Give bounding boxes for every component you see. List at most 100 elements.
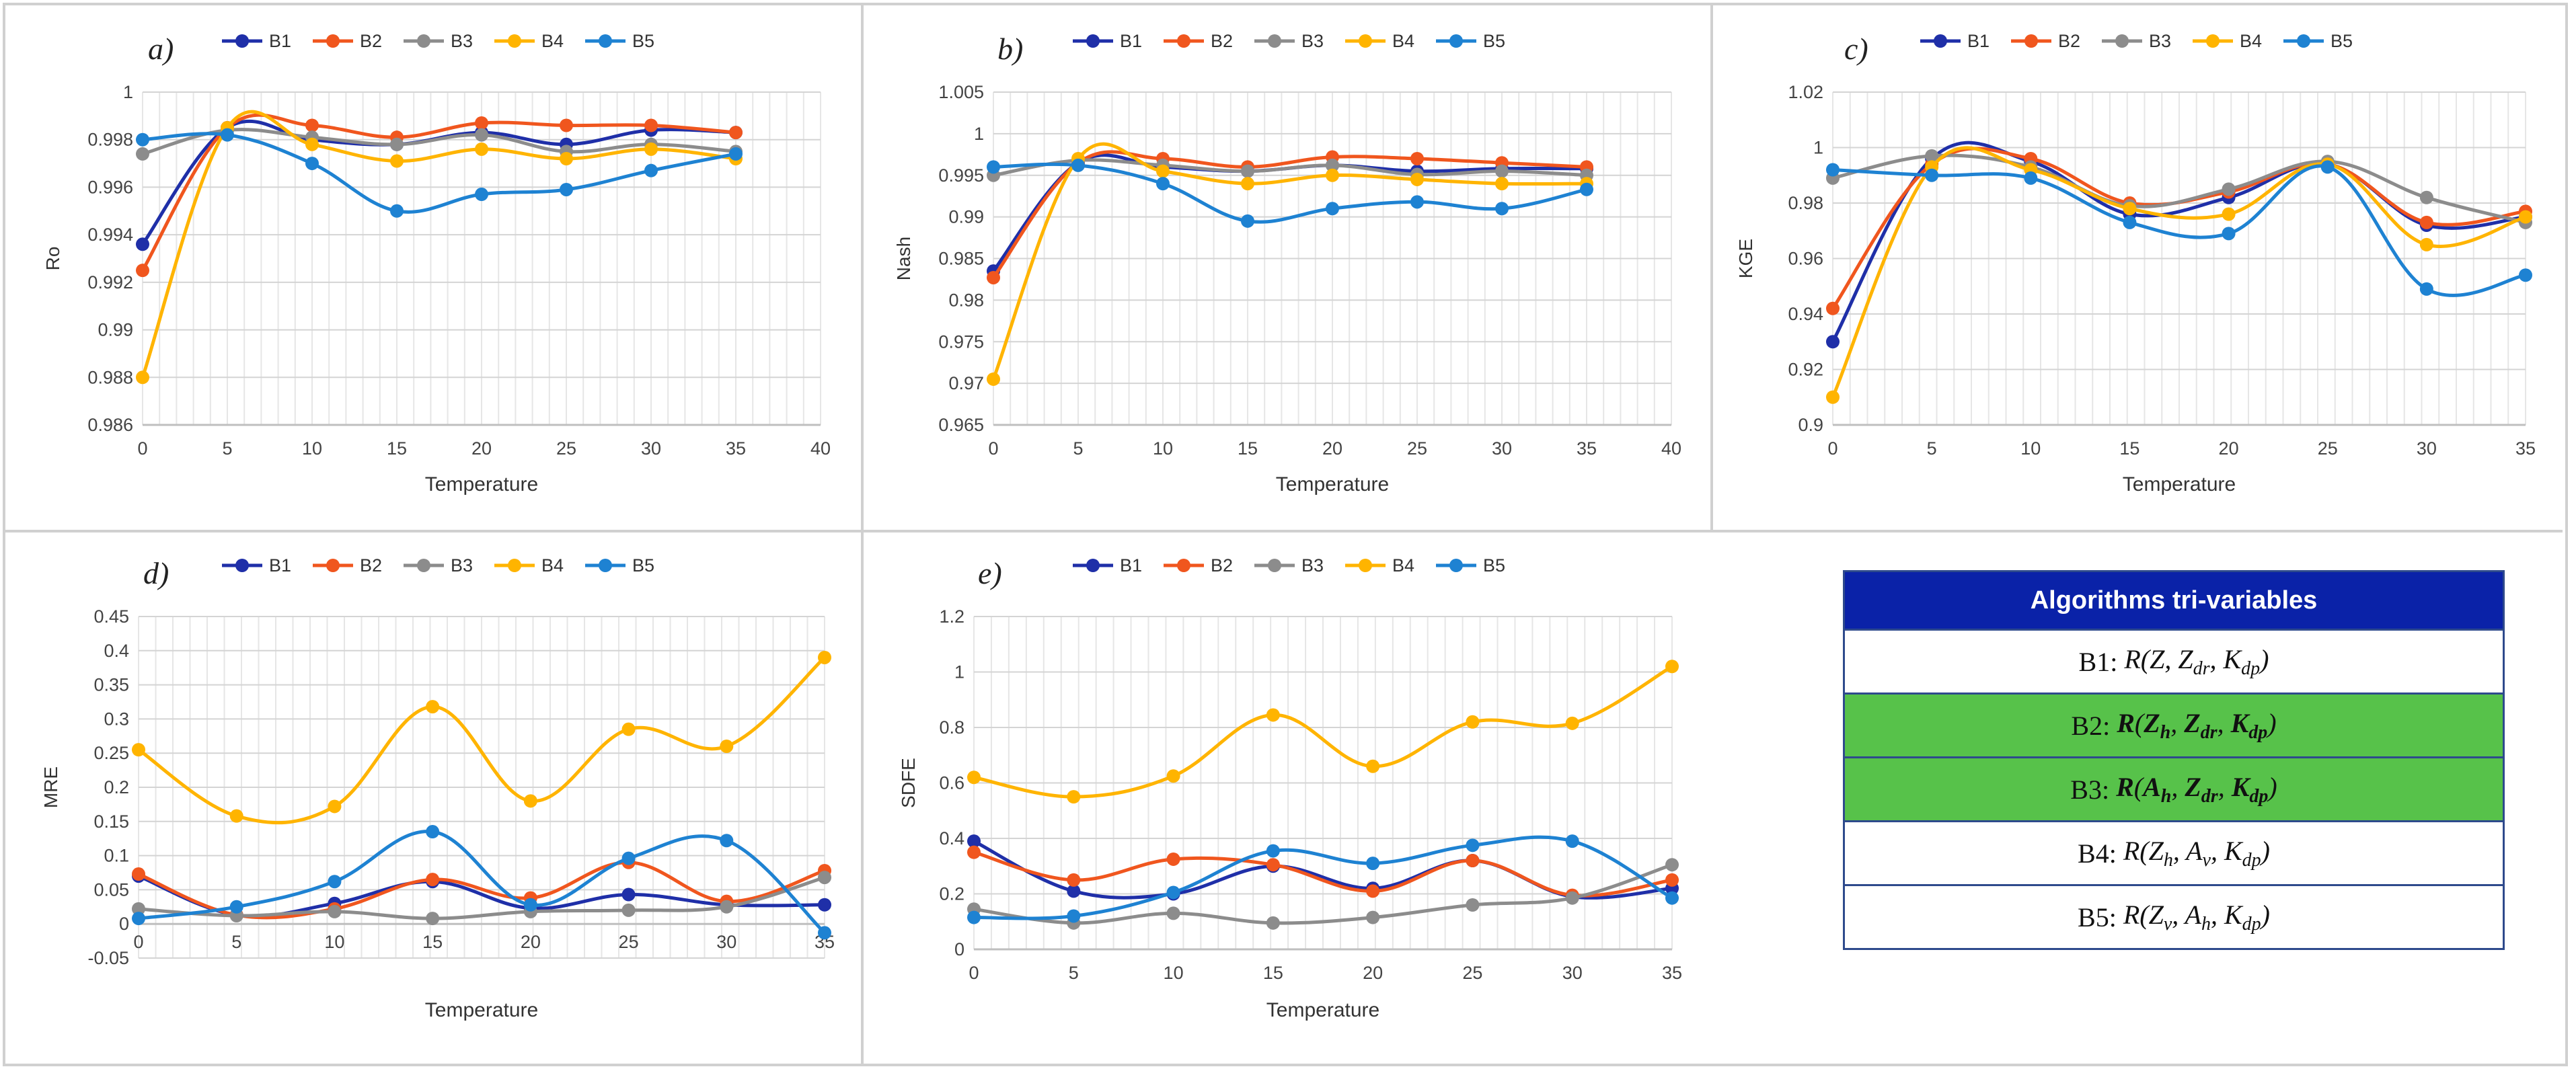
y-tick-label: 0.986 xyxy=(87,415,133,435)
legend-swatch-marker-b2 xyxy=(326,559,340,572)
data-point-b3 xyxy=(1266,916,1280,930)
series-line-b4 xyxy=(1831,146,2526,398)
y-tick-label: 1 xyxy=(1813,138,1823,158)
data-point-b2 xyxy=(2419,215,2433,229)
series-line-b4 xyxy=(137,656,826,825)
data-point-b4 xyxy=(390,154,404,168)
legend-swatch-marker-b2 xyxy=(326,34,340,48)
legend-label-b4: B4 xyxy=(541,31,564,51)
data-point-b5 xyxy=(475,188,488,202)
legend-label-b1: B1 xyxy=(1120,31,1142,51)
row-formula: R(Zh, Av, Kdp) xyxy=(2123,836,2270,871)
legend-swatch-marker-b2 xyxy=(2024,34,2038,48)
data-point-b4 xyxy=(621,722,636,736)
x-axis-title: Temperature xyxy=(2123,473,2236,496)
y-tick-label: 0.998 xyxy=(87,130,133,150)
y-tick-label: 0.1 xyxy=(104,846,129,866)
data-point-b3 xyxy=(1665,858,1679,872)
legend-swatch-marker-b4 xyxy=(2206,34,2220,48)
legend-label-b2: B2 xyxy=(1211,555,1233,576)
data-point-b3 xyxy=(390,137,404,151)
data-point-b3 xyxy=(1241,164,1254,178)
x-tick-label: 0 xyxy=(969,963,979,983)
row-label: B3: xyxy=(2070,774,2117,805)
legend-label-b5: B5 xyxy=(632,555,654,576)
x-tick-label: 0 xyxy=(988,438,998,459)
data-point-b4 xyxy=(2419,237,2433,251)
row-label: B5: xyxy=(2078,902,2123,933)
legend-label-b2: B2 xyxy=(360,31,382,51)
data-point-b3 xyxy=(2419,190,2433,204)
table-row-b2: B2: R(Zh, Zdr, Kdp) xyxy=(1845,692,2503,756)
y-tick-label: 0.3 xyxy=(104,709,129,729)
y-tick-label: 0.4 xyxy=(104,641,129,661)
x-tick-label: 25 xyxy=(619,932,639,952)
x-tick-label: 35 xyxy=(1577,438,1597,459)
data-point-b5 xyxy=(1156,177,1170,191)
legend-label-b4: B4 xyxy=(2240,31,2262,51)
data-point-b5 xyxy=(2222,227,2236,241)
x-tick-label: 40 xyxy=(810,438,831,459)
x-tick-label: 25 xyxy=(556,438,576,459)
x-tick-label: 15 xyxy=(387,438,407,459)
data-point-b4 xyxy=(1326,168,1339,182)
data-point-b2 xyxy=(1665,873,1679,887)
chart-b: 0.965 0.97 0.975 0.98 0.985 0.99 0.995 1 1.005 0 5… xyxy=(893,31,1681,496)
data-point-b1 xyxy=(1067,884,1081,898)
data-point-b5 xyxy=(229,900,243,914)
series-line-b5 xyxy=(993,162,1587,224)
panel-label: a) xyxy=(148,32,174,66)
legend-swatch-marker-b5 xyxy=(599,34,612,48)
legend-label-b3: B3 xyxy=(451,555,473,576)
series-line-b2 xyxy=(973,850,1673,898)
y-tick-label: 0.994 xyxy=(87,225,133,245)
x-tick-label: 20 xyxy=(471,438,492,459)
x-tick-label: 35 xyxy=(1662,963,1682,983)
y-tick-label: 0.92 xyxy=(1788,360,1823,380)
x-tick-label: 35 xyxy=(2515,438,2536,459)
y-tick-label: 1 xyxy=(123,82,133,102)
data-point-b5 xyxy=(132,912,145,926)
legend-swatch-marker-b3 xyxy=(2115,34,2129,48)
x-tick-label: 15 xyxy=(422,932,443,952)
data-point-b2 xyxy=(1410,152,1424,165)
y-tick-label: 0.996 xyxy=(87,177,133,197)
data-point-b4 xyxy=(818,650,831,664)
data-point-b4 xyxy=(1410,172,1424,186)
x-tick-label: 5 xyxy=(222,438,232,459)
row-formula: R(Ah, Zdr, Kdp) xyxy=(2116,772,2277,807)
legend-swatch-marker-b5 xyxy=(1449,559,1463,572)
data-point-b5 xyxy=(305,157,319,171)
y-tick-label: 1.2 xyxy=(939,606,964,627)
data-point-b4 xyxy=(560,152,573,165)
data-point-b4 xyxy=(644,142,658,156)
y-tick-label: 0.988 xyxy=(87,367,133,387)
x-tick-label: 5 xyxy=(1073,438,1083,459)
data-point-b4 xyxy=(1241,177,1254,191)
y-tick-label: 0.8 xyxy=(939,717,964,738)
x-tick-label: 15 xyxy=(1238,438,1258,459)
data-point-b5 xyxy=(2320,160,2335,174)
x-tick-label: 30 xyxy=(716,932,736,952)
table-rows: B1: R(Z, Zdr, Kdp) B2: R(Zh, Zdr, Kdp) B3:… xyxy=(1845,629,2503,948)
y-tick-label: 0.6 xyxy=(939,773,964,793)
y-tick-label: 1 xyxy=(974,124,984,144)
x-axis-title: Temperature xyxy=(425,999,538,1021)
legend-label-b5: B5 xyxy=(1483,31,1505,51)
data-point-b3 xyxy=(818,871,831,885)
legend-swatch-marker-b4 xyxy=(1359,559,1372,572)
legend-swatch-marker-b5 xyxy=(2297,34,2310,48)
data-point-b5 xyxy=(1925,168,1939,182)
data-point-b3 xyxy=(2222,182,2236,196)
legend-swatch-marker-b1 xyxy=(235,559,249,572)
panel-label: b) xyxy=(997,32,1023,66)
data-point-b4 xyxy=(523,794,537,808)
data-point-b5 xyxy=(1241,214,1254,228)
row-formula: R(Zh, Zdr, Kdp) xyxy=(2117,708,2277,743)
x-tick-label: 5 xyxy=(1069,963,1079,983)
data-point-b5 xyxy=(967,910,981,924)
x-tick-label: 25 xyxy=(1462,963,1482,983)
data-point-b5 xyxy=(644,163,658,177)
data-point-b3 xyxy=(1326,158,1339,172)
